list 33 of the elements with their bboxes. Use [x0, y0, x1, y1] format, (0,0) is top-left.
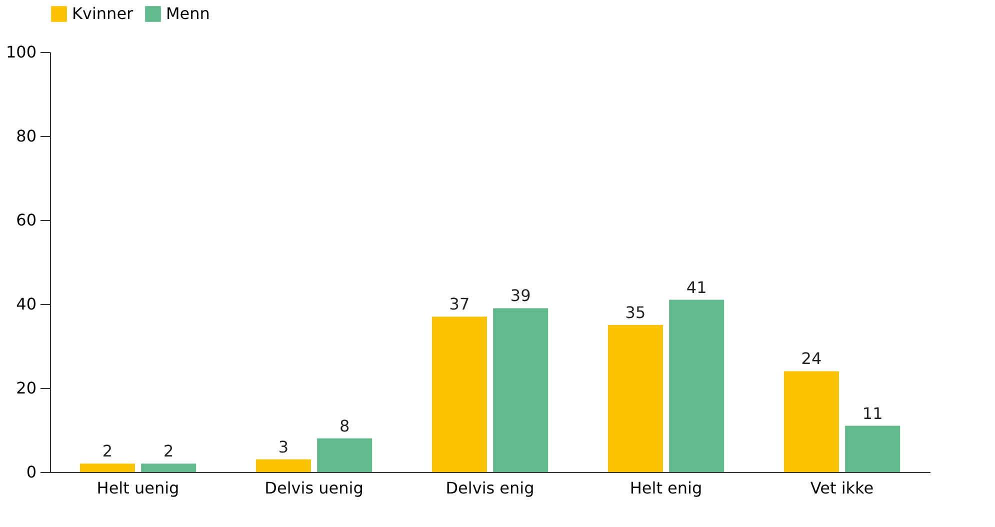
bar: [141, 464, 196, 472]
x-tick-label: Delvis uenig: [264, 478, 364, 498]
data-label: 41: [686, 278, 707, 297]
bar: [256, 459, 311, 472]
bar: [80, 464, 135, 472]
data-label: 11: [862, 404, 883, 423]
data-label: 2: [102, 442, 113, 461]
y-tick-label: 80: [16, 126, 36, 146]
data-label: 3: [278, 437, 289, 456]
bar: [608, 325, 663, 472]
y-tick-label: 60: [16, 210, 36, 230]
data-label: 37: [449, 294, 470, 314]
x-tick-label: Helt uenig: [96, 478, 180, 498]
x-tick-label: Helt enig: [630, 478, 702, 498]
y-tick-label: 100: [6, 42, 36, 62]
data-label: 8: [339, 416, 350, 436]
y-tick-label: 40: [16, 294, 36, 314]
data-label: 2: [163, 442, 174, 461]
legend-label: Kvinner: [72, 4, 134, 23]
data-label: 35: [625, 303, 646, 322]
bar: [845, 426, 900, 472]
y-tick-label: 20: [16, 378, 36, 398]
bar: [493, 308, 548, 472]
data-label: 24: [801, 349, 822, 368]
legend-label: Menn: [166, 4, 210, 23]
data-label: 39: [510, 286, 531, 306]
bar: [669, 300, 724, 472]
x-tick-label: Vet ikke: [810, 478, 874, 498]
x-tick-label: Delvis enig: [446, 478, 534, 498]
bar: [432, 316, 487, 472]
y-tick-label: 0: [26, 462, 36, 482]
bar: [784, 371, 839, 472]
bar: [317, 438, 372, 472]
